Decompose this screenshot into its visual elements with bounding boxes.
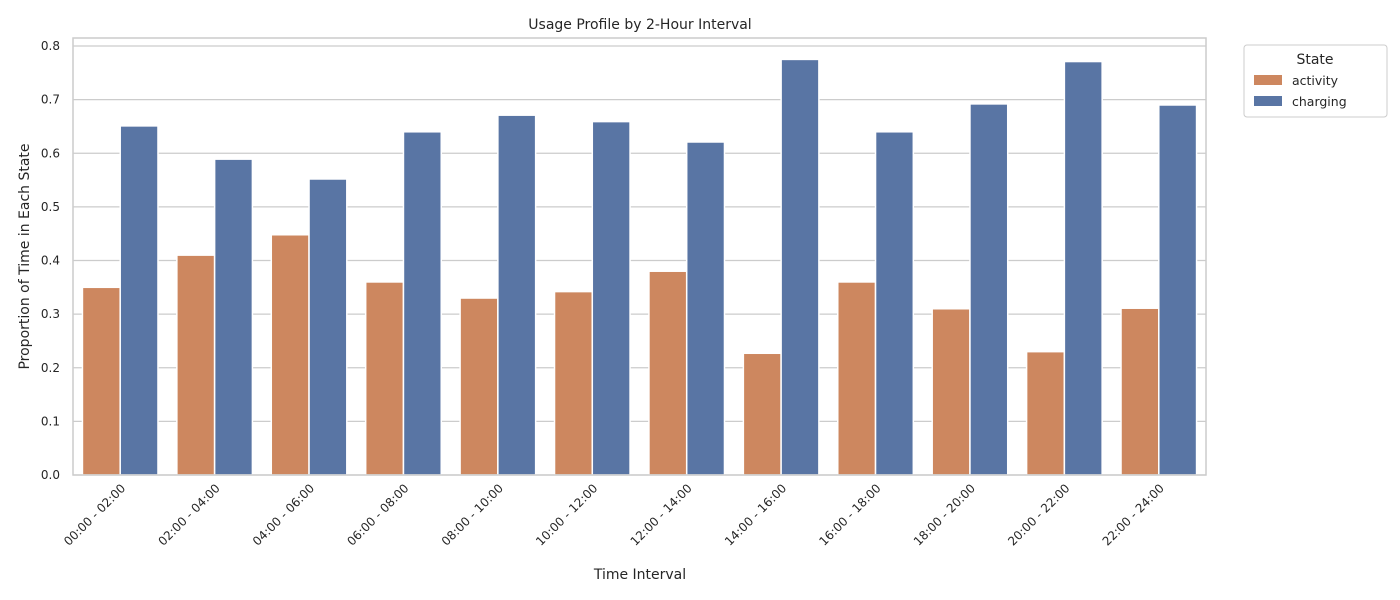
y-tick-label: 0.7 xyxy=(41,93,60,107)
x-tick-label: 08:00 - 10:00 xyxy=(439,481,506,548)
y-tick-label: 0.1 xyxy=(41,414,60,428)
bar-charging xyxy=(1064,62,1102,475)
bar-activity xyxy=(932,309,970,475)
legend-swatch-activity xyxy=(1254,75,1282,85)
bar-charging xyxy=(687,142,725,475)
bar-charging xyxy=(120,126,158,475)
bar-activity xyxy=(366,282,404,475)
bar-activity xyxy=(838,282,876,475)
bar-charging xyxy=(498,115,536,475)
bar-charging xyxy=(592,122,630,475)
bar-activity xyxy=(82,287,120,475)
x-tick-label: 04:00 - 06:00 xyxy=(250,481,317,548)
legend-title: State xyxy=(1296,52,1333,68)
x-tick-label: 06:00 - 08:00 xyxy=(344,481,411,548)
legend: State activity charging xyxy=(1244,45,1387,117)
legend-swatch-charging xyxy=(1254,96,1282,106)
bar-activity xyxy=(460,298,498,475)
x-tick-label: 18:00 - 20:00 xyxy=(911,481,978,548)
x-tick-label: 14:00 - 16:00 xyxy=(722,481,789,548)
y-tick-label: 0.3 xyxy=(41,307,60,321)
bar-activity xyxy=(555,292,593,475)
x-axis-ticks: 00:00 - 02:00 02:00 - 04:00 04:00 - 06:00 0… xyxy=(61,481,1167,548)
x-tick-label: 10:00 - 12:00 xyxy=(533,481,600,548)
y-tick-label: 0.4 xyxy=(41,254,60,268)
y-tick-label: 0.0 xyxy=(41,468,60,482)
bar-charging xyxy=(1159,105,1197,475)
y-tick-label: 0.8 xyxy=(41,39,60,53)
bar-activity xyxy=(743,353,781,475)
y-axis-label: Proportion of Time in Each State xyxy=(17,143,33,369)
bar-charging xyxy=(403,132,441,475)
legend-label-charging: charging xyxy=(1292,94,1347,109)
bar-charging xyxy=(215,159,253,475)
x-tick-label: 22:00 - 24:00 xyxy=(1100,481,1167,548)
legend-label-activity: activity xyxy=(1292,73,1339,88)
bar-activity xyxy=(1027,352,1065,475)
bar-activity xyxy=(649,271,687,475)
x-tick-label: 02:00 - 04:00 xyxy=(155,481,222,548)
y-axis-ticks: 0.0 0.1 0.2 0.3 0.4 0.5 0.6 0.7 0.8 xyxy=(41,39,60,482)
y-tick-label: 0.2 xyxy=(41,361,60,375)
x-axis-label: Time Interval xyxy=(593,567,686,583)
y-tick-label: 0.5 xyxy=(41,200,60,214)
bar-activity xyxy=(177,255,215,475)
bar-activity xyxy=(1121,308,1159,475)
y-tick-label: 0.6 xyxy=(41,146,60,160)
bars xyxy=(82,59,1196,475)
x-tick-label: 16:00 - 18:00 xyxy=(816,481,883,548)
bar-charging xyxy=(876,132,914,475)
bar-charging xyxy=(309,179,347,475)
bar-charging xyxy=(970,104,1008,475)
bar-charging xyxy=(781,59,819,475)
x-tick-label: 12:00 - 14:00 xyxy=(628,481,695,548)
x-tick-label: 20:00 - 22:00 xyxy=(1005,481,1072,548)
x-tick-label: 00:00 - 02:00 xyxy=(61,481,128,548)
chart-title: Usage Profile by 2-Hour Interval xyxy=(528,17,751,33)
bar-activity xyxy=(271,235,309,475)
